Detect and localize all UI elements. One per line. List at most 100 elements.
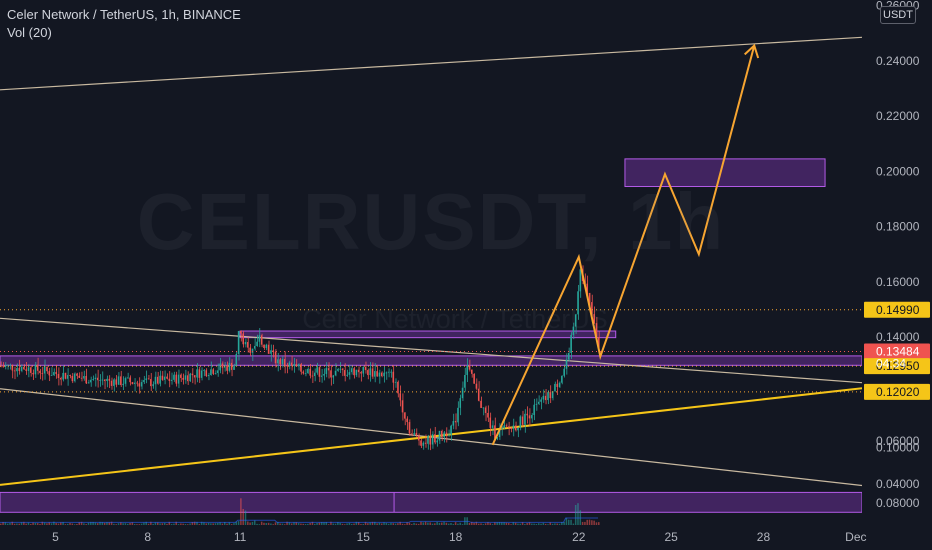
candle (90, 379, 92, 383)
volume-bar (369, 522, 371, 525)
symbol-title[interactable]: Celer Network / TetherUS, 1h, BINANCE (7, 7, 241, 22)
candle (2, 366, 4, 368)
volume-bar (288, 522, 291, 525)
volume-bar (108, 522, 111, 525)
volume-bar (90, 521, 92, 525)
volume-bar (46, 523, 48, 525)
candle (586, 283, 588, 293)
current-price-label: 0.13484 (876, 344, 920, 358)
volume-bar (235, 521, 238, 525)
candle (318, 367, 321, 377)
volume-bar (542, 522, 545, 525)
candle (55, 372, 57, 374)
candle (420, 440, 422, 446)
volume-bar (23, 521, 25, 525)
volume-bar (36, 523, 39, 525)
candle (214, 373, 217, 374)
price-axis[interactable]: 0.260000.240000.220000.200000.180000.160… (862, 0, 932, 550)
volume-bar (521, 522, 524, 525)
volume-bar (0, 523, 2, 525)
candle (265, 344, 268, 349)
volume-bar (260, 521, 263, 525)
volume-bar (290, 523, 293, 525)
candle (106, 378, 108, 382)
volume-bar (348, 522, 351, 525)
volume-bar (39, 523, 41, 525)
candle (408, 422, 411, 434)
candle (392, 371, 395, 383)
candle (325, 368, 328, 375)
candle (253, 346, 256, 349)
volume-bar (133, 523, 136, 525)
volume-bar (480, 523, 482, 525)
volume-bar (489, 523, 492, 525)
candle (424, 442, 427, 444)
volume-bar (556, 523, 558, 525)
x-tick-label: 11 (234, 530, 247, 544)
candle (482, 407, 485, 409)
volume-bar (184, 524, 187, 525)
volume-bar (484, 523, 487, 525)
candle (561, 375, 563, 383)
candle (410, 433, 413, 435)
volume-bar (85, 524, 87, 525)
candle (473, 373, 475, 384)
candle (348, 372, 351, 375)
volume-bar (445, 522, 448, 525)
chart-legend: Celer Network / TetherUS, 1h, BINANCE Vo… (7, 6, 241, 42)
volume-bar (237, 521, 240, 525)
volume-bar (339, 522, 341, 525)
candle (487, 412, 489, 418)
candle (36, 364, 39, 371)
candle (217, 370, 219, 374)
candle (383, 372, 385, 377)
candle (577, 291, 579, 315)
currency-button[interactable]: USDT (880, 6, 916, 24)
candle (69, 375, 71, 376)
candle (556, 383, 558, 387)
volume-bar (517, 523, 519, 525)
volume-bar (533, 523, 535, 525)
candle (131, 382, 134, 384)
volume-bar (297, 523, 300, 525)
candle (397, 381, 399, 394)
volume-bar (429, 522, 431, 525)
volume-bar (457, 523, 459, 525)
candle (521, 416, 524, 425)
candle (551, 391, 554, 399)
volume-indicator-title[interactable]: Vol (20) (7, 25, 52, 40)
candle (235, 353, 238, 367)
candle (57, 373, 60, 378)
candle (512, 425, 515, 429)
candle (434, 434, 436, 443)
volume-bar (408, 522, 411, 525)
volume-bar (214, 523, 217, 525)
candle (147, 378, 150, 380)
candle (9, 364, 11, 366)
candle (212, 369, 214, 374)
candle (161, 375, 164, 380)
volume-bar (302, 523, 304, 525)
volume-bar (413, 522, 415, 525)
volume-bar (357, 522, 360, 525)
candle (297, 364, 300, 367)
volume-bar (57, 523, 60, 525)
candle (4, 365, 7, 368)
candle (540, 399, 542, 402)
candle (531, 414, 533, 419)
candle (154, 376, 157, 385)
candle (210, 369, 212, 376)
candle (535, 403, 538, 405)
candle (274, 351, 277, 364)
x-tick-label: Dec (845, 530, 866, 544)
candle (23, 366, 25, 370)
time-axis[interactable]: 5 8 11 15 18 22 25 28 Dec (0, 525, 932, 550)
volume-bar (43, 522, 46, 525)
x-tick-label: 5 (52, 530, 59, 544)
time-axis-bg (0, 525, 932, 550)
volume-bar (87, 522, 90, 525)
candle (163, 376, 166, 380)
candle (32, 372, 34, 375)
